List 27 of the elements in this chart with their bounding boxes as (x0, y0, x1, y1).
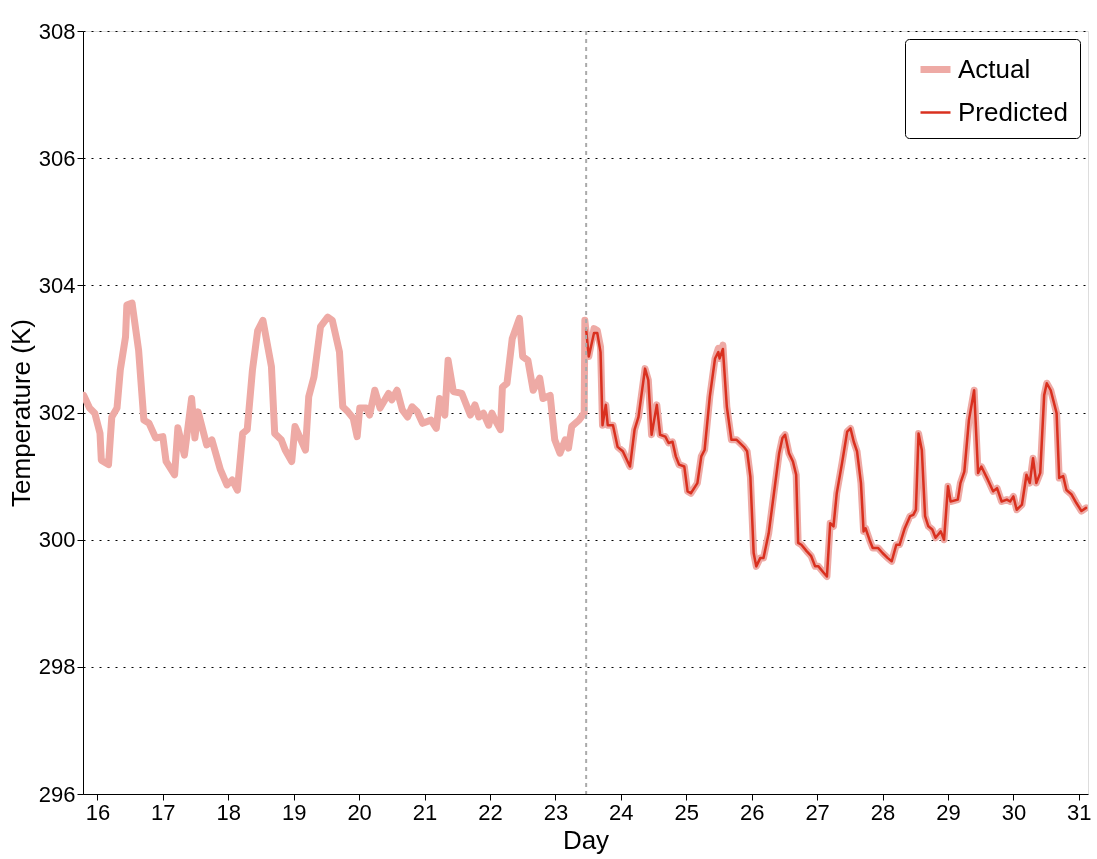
y-tick-label: 296 (38, 781, 76, 807)
x-tick-label: 17 (151, 799, 176, 825)
y-tick-label: 306 (38, 145, 76, 171)
x-tick-label: 19 (281, 799, 307, 825)
x-tick-label: 22 (478, 799, 503, 825)
y-tick-label: 298 (38, 654, 76, 680)
legend-label: Actual (958, 53, 1031, 84)
x-tick-label: 20 (347, 799, 372, 825)
y-tick-label: 300 (38, 527, 76, 553)
x-tick-label: 16 (85, 799, 111, 825)
x-tick-label: 26 (739, 799, 765, 825)
y-tick-label: 302 (38, 400, 76, 425)
x-tick-label: 28 (870, 799, 896, 825)
x-tick-label: 31 (1067, 799, 1092, 825)
y-tick-label: 308 (38, 18, 76, 44)
y-axis-title: Temperature (K) (5, 319, 36, 507)
legend-label: Predicted (958, 96, 1068, 127)
x-tick-label: 27 (805, 799, 830, 825)
x-tick-label: 23 (543, 799, 569, 825)
x-axis-title: Day (562, 824, 610, 855)
x-tick-label: 25 (674, 799, 699, 825)
x-tick-label: 18 (216, 799, 241, 825)
x-tick-label: 29 (936, 799, 961, 825)
x-tick-label: 24 (609, 799, 634, 825)
x-tick-label: 21 (412, 799, 438, 825)
y-tick-label: 304 (38, 272, 76, 298)
x-tick-label: 30 (1001, 799, 1027, 825)
